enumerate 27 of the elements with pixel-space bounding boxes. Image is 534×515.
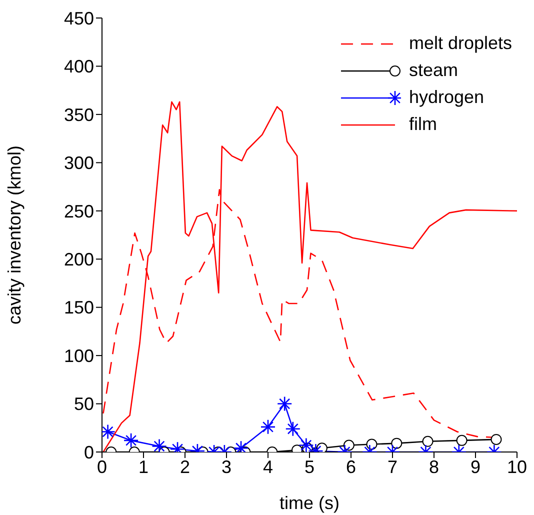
x-tick-label: 10 <box>506 456 528 477</box>
y-tick-label: 200 <box>64 250 94 270</box>
y-axis-title: cavity inventory (kmol) <box>4 145 24 325</box>
x-tick-label: 6 <box>346 456 356 477</box>
y-tick-label: 350 <box>64 104 94 125</box>
x-tick-label: 2 <box>180 456 190 477</box>
y-tick-label: 100 <box>64 346 94 366</box>
legend-label: melt droplets <box>408 33 512 54</box>
legend-label: film <box>408 114 437 135</box>
x-tick-label: 8 <box>428 456 440 477</box>
y-tick-label: 150 <box>64 298 94 318</box>
legend-label: steam <box>408 60 458 81</box>
y-tick-label: 50 <box>74 394 94 414</box>
y-tick-label: 0 <box>84 442 94 462</box>
y-tick-label: 300 <box>64 153 94 174</box>
x-tick-label: 1 <box>138 456 149 477</box>
y-tick-label: 400 <box>64 56 94 77</box>
legend-label: hydrogen <box>408 87 484 108</box>
y-tick-label: 450 <box>64 8 94 28</box>
x-tick-label: 9 <box>470 456 481 477</box>
x-tick-label: 0 <box>96 456 108 477</box>
x-tick-label: 3 <box>221 456 232 477</box>
x-axis-title: time (s) <box>280 493 340 513</box>
x-tick-label: 5 <box>304 456 315 477</box>
y-tick-label: 250 <box>64 201 94 222</box>
x-tick-label: 7 <box>387 456 398 477</box>
x-tick-label: 4 <box>262 456 274 477</box>
